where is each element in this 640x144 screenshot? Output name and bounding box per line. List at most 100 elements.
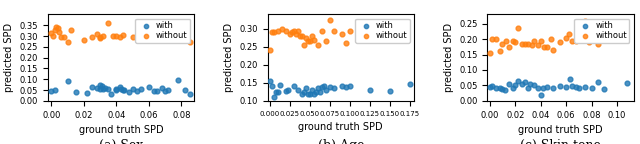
- with: [265, 80, 275, 82]
- with: [160, 90, 170, 92]
- without: [295, 35, 305, 37]
- with: [561, 86, 572, 88]
- with: [309, 92, 319, 95]
- without: [49, 28, 60, 31]
- with: [100, 87, 110, 89]
- with: [115, 86, 125, 89]
- without: [98, 35, 108, 37]
- without: [285, 33, 295, 35]
- with: [484, 86, 495, 88]
- with: [317, 86, 327, 88]
- with: [321, 89, 331, 91]
- without: [297, 35, 307, 37]
- with: [184, 93, 195, 95]
- without: [48, 35, 58, 37]
- without: [95, 36, 105, 38]
- Y-axis label: predicted SPD: predicted SPD: [444, 23, 454, 92]
- with: [586, 87, 596, 89]
- with: [289, 85, 299, 88]
- with: [303, 92, 314, 95]
- with: [282, 89, 292, 91]
- with: [491, 87, 501, 90]
- without: [527, 44, 537, 46]
- with: [152, 90, 162, 92]
- without: [95, 37, 105, 39]
- without: [157, 34, 167, 36]
- with: [144, 86, 154, 88]
- with: [497, 88, 508, 90]
- Y-axis label: predicted SPD: predicted SPD: [4, 23, 14, 92]
- with: [319, 85, 330, 88]
- without: [516, 43, 527, 45]
- with: [365, 89, 375, 91]
- without: [291, 33, 301, 35]
- with: [520, 81, 531, 83]
- with: [275, 84, 285, 86]
- with: [580, 86, 590, 88]
- without: [176, 33, 186, 35]
- with: [329, 87, 339, 89]
- without: [305, 40, 315, 43]
- without: [501, 39, 511, 42]
- with: [95, 88, 105, 90]
- X-axis label: ground truth SPD: ground truth SPD: [518, 125, 603, 135]
- without: [160, 36, 170, 38]
- with: [555, 85, 565, 87]
- with: [300, 91, 310, 93]
- X-axis label: ground truth SPD: ground truth SPD: [79, 125, 163, 135]
- with: [116, 88, 126, 90]
- with: [95, 84, 105, 86]
- with: [87, 86, 97, 88]
- without: [593, 43, 603, 45]
- Legend: with, without: with, without: [135, 19, 190, 43]
- with: [82, 92, 92, 94]
- with: [325, 86, 335, 88]
- with: [314, 91, 324, 93]
- without: [586, 38, 596, 40]
- Text: (c) Skin tone: (c) Skin tone: [520, 139, 601, 144]
- Text: (a) Sex: (a) Sex: [99, 139, 143, 144]
- without: [51, 26, 61, 29]
- without: [571, 39, 581, 42]
- without: [147, 33, 157, 35]
- X-axis label: ground truth SPD: ground truth SPD: [298, 122, 383, 132]
- without: [79, 39, 89, 41]
- with: [337, 85, 347, 88]
- with: [565, 78, 575, 80]
- without: [546, 38, 556, 40]
- Legend: with, without: with, without: [575, 19, 629, 43]
- with: [385, 90, 395, 92]
- with: [111, 89, 122, 91]
- with: [500, 89, 510, 91]
- with: [313, 87, 323, 89]
- with: [568, 85, 578, 87]
- without: [542, 46, 552, 48]
- without: [179, 36, 190, 38]
- with: [173, 78, 183, 81]
- without: [136, 34, 146, 36]
- with: [301, 87, 311, 89]
- with: [157, 87, 167, 89]
- without: [52, 27, 63, 30]
- with: [269, 96, 279, 98]
- with: [311, 91, 321, 93]
- without: [365, 31, 375, 34]
- with: [307, 89, 317, 91]
- with: [293, 89, 303, 91]
- without: [529, 39, 540, 42]
- with: [536, 93, 546, 96]
- with: [538, 87, 548, 89]
- with: [305, 92, 315, 95]
- without: [487, 38, 497, 40]
- without: [303, 40, 314, 43]
- without: [277, 28, 287, 30]
- without: [184, 41, 195, 44]
- with: [405, 82, 415, 85]
- with: [525, 83, 536, 85]
- without: [59, 36, 69, 38]
- with: [127, 88, 138, 90]
- Y-axis label: predicted SPD: predicted SPD: [224, 23, 234, 92]
- without: [345, 30, 355, 32]
- without: [337, 33, 347, 35]
- with: [49, 89, 60, 91]
